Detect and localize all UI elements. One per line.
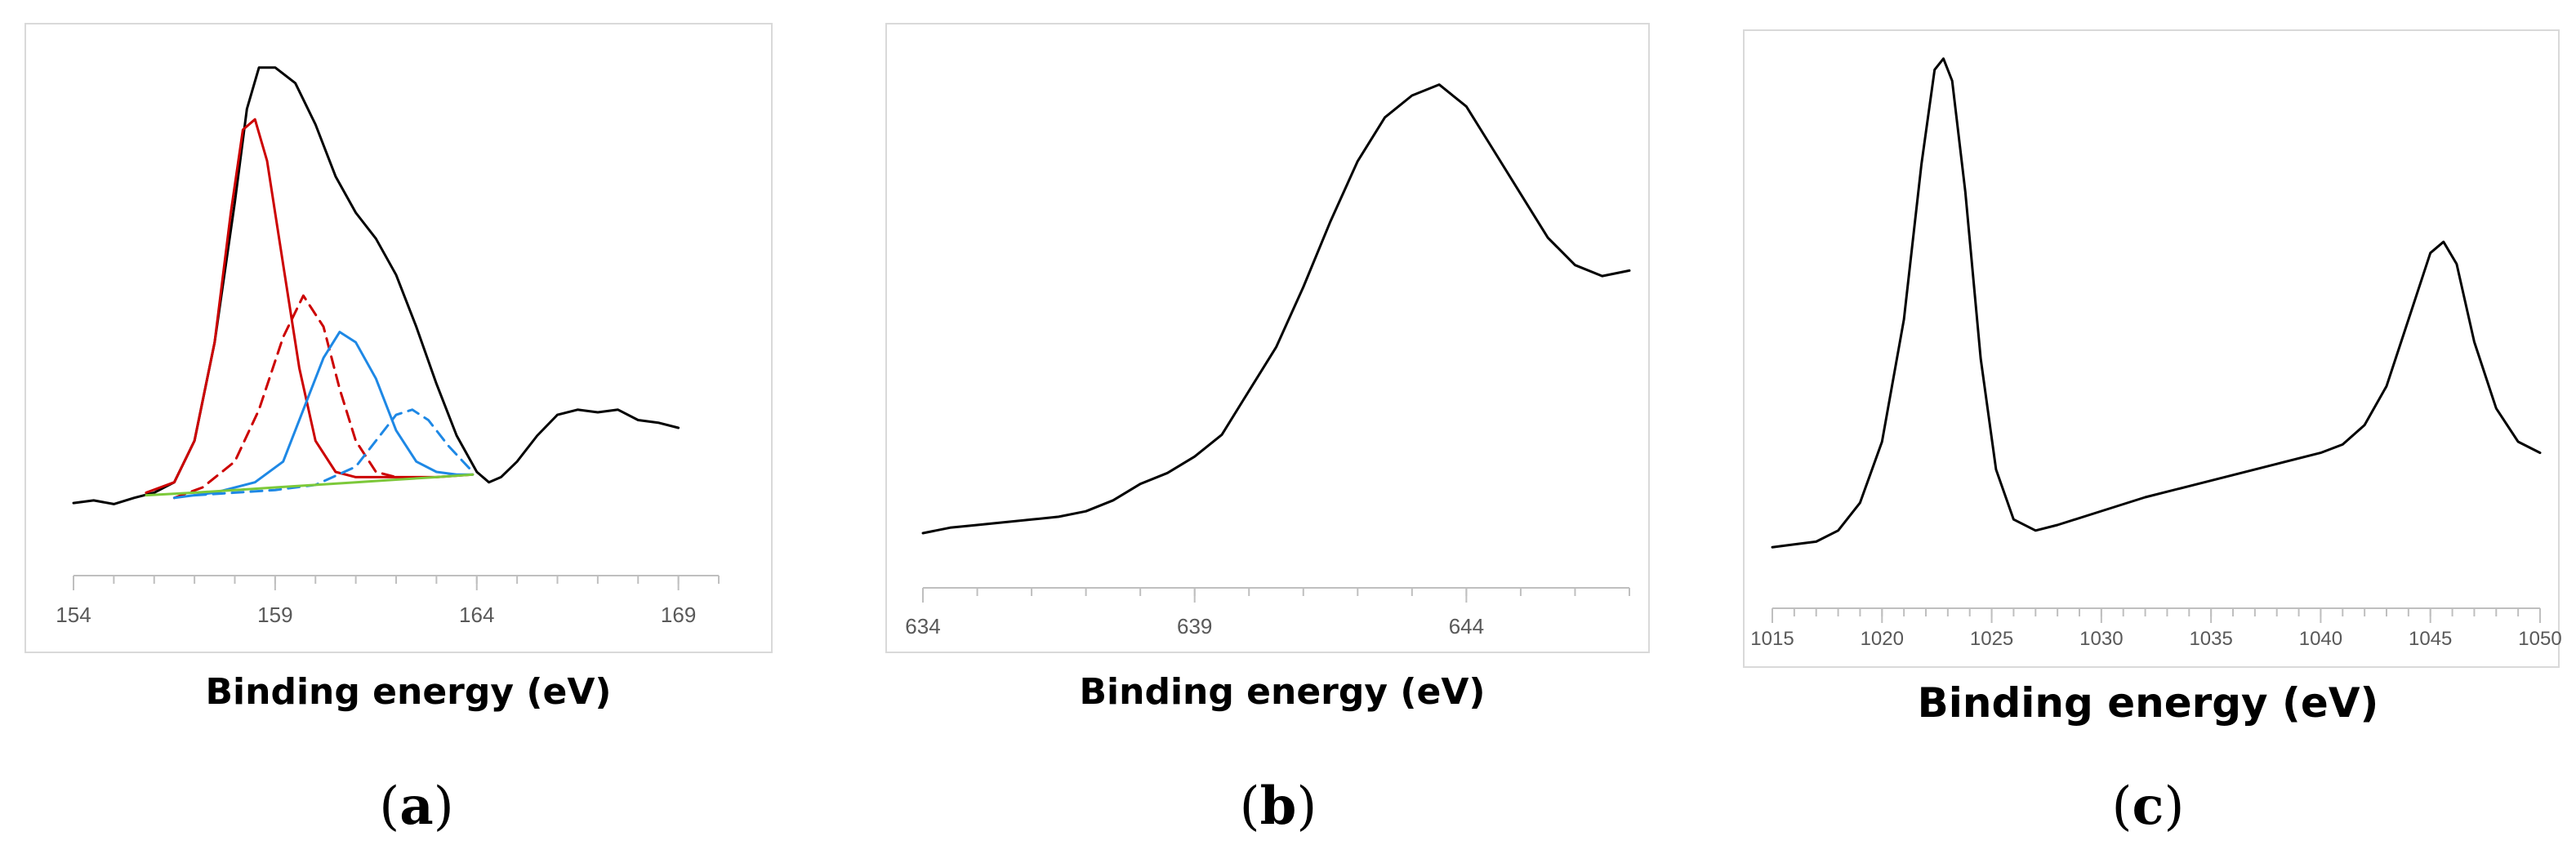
series-line-3 xyxy=(172,294,398,500)
series-line-6 xyxy=(145,473,475,497)
x-tick-label: 169 xyxy=(661,603,696,627)
panel-b-frame xyxy=(885,23,1650,653)
series-line-1 xyxy=(72,66,680,505)
panel-b-label: (b) xyxy=(1239,776,1317,837)
panel-b: 634 639 644 Binding energy (eV) (b) xyxy=(858,0,1715,863)
x-tick-label: 159 xyxy=(257,603,292,627)
panel-b-x-axis-label: Binding energy (eV) xyxy=(1079,671,1486,713)
x-tick-label: 154 xyxy=(56,603,91,627)
panel-a-frame xyxy=(25,23,773,653)
x-tick-label: 1035 xyxy=(2189,628,2232,650)
x-tick-label: 1025 xyxy=(1970,628,2013,650)
series-line-1 xyxy=(921,83,1631,535)
x-tick-label: 1015 xyxy=(1750,628,1794,650)
panel-c-plot: 1015 1020 1025 1030 1035 1040 1045 1050 xyxy=(1750,57,2562,650)
series-line-1 xyxy=(1771,57,2542,549)
x-tick-label: 1030 xyxy=(2079,628,2123,650)
panel-a-plot: 154 159 164 169 xyxy=(56,66,720,627)
x-tick-label: 1040 xyxy=(2299,628,2342,650)
panel-c-label: (c) xyxy=(2111,776,2185,837)
panel-c-frame xyxy=(1743,29,2560,668)
x-tick-label: 1050 xyxy=(2518,628,2561,650)
x-tick-label: 1020 xyxy=(1861,628,1904,650)
panel-c-letter: c xyxy=(2132,776,2164,837)
panel-a-x-axis-label: Binding energy (eV) xyxy=(205,671,612,713)
panel-c: 1015 1020 1025 1030 1035 1040 1045 1050 Binding… xyxy=(1715,0,2576,863)
panel-a: 154 159 164 169 Binding energy (eV) (a) xyxy=(0,0,858,863)
x-tick-label: 639 xyxy=(1177,614,1212,638)
x-tick-label: 634 xyxy=(905,614,940,638)
series-line-4 xyxy=(172,331,475,500)
panel-a-label: (a) xyxy=(379,776,454,837)
series-line-2 xyxy=(145,118,475,494)
x-tick-label: 644 xyxy=(1449,614,1484,638)
x-tick-label: 164 xyxy=(459,603,494,627)
panel-b-plot: 634 639 644 xyxy=(905,83,1631,638)
x-tick-label: 1045 xyxy=(2409,628,2452,650)
panel-b-letter: b xyxy=(1259,776,1297,837)
panel-c-x-axis-label: Binding energy (eV) xyxy=(1917,679,2379,727)
series-line-5 xyxy=(193,408,475,497)
panel-a-letter: a xyxy=(399,776,434,837)
